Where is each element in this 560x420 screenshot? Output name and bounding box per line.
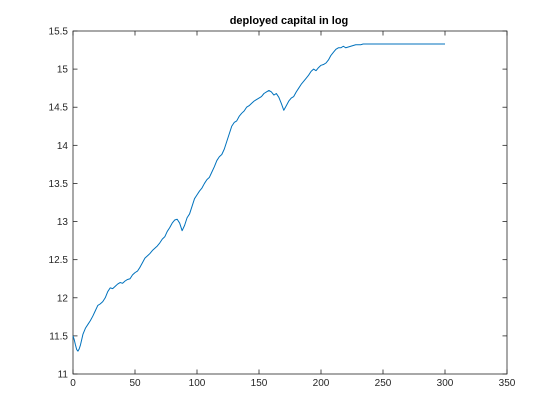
plot-area: 0 50 100 150 200 250 300 350 11 11.5 12 12.5 13 13.5 1…: [49, 27, 516, 390]
x-tick-label: 250: [375, 378, 392, 389]
axes-box: [72, 30, 508, 375]
series-line: [72, 43, 445, 352]
x-tick-label: 350: [499, 378, 516, 389]
x-tick-label: 150: [251, 378, 268, 389]
y-tick-label: 12: [57, 293, 69, 304]
x-tick-label: 50: [129, 378, 141, 389]
y-tick-label: 11.5: [49, 331, 68, 342]
x-tick-label: 0: [70, 378, 76, 389]
x-tick-label: 100: [189, 378, 206, 389]
x-tick-label: 200: [313, 378, 330, 389]
chart-title: deployed capital in log: [230, 15, 349, 27]
y-tick-label: 12.5: [49, 255, 69, 266]
x-tick-label: 300: [437, 378, 454, 389]
y-tick-label: 13.5: [49, 179, 69, 190]
y-tick-label: 15.5: [49, 27, 69, 38]
y-tick-label: 14: [57, 141, 69, 152]
y-tick-label: 14.5: [49, 103, 69, 114]
y-tick-label: 15: [57, 65, 69, 76]
y-tick-label: 11: [58, 370, 69, 381]
y-tick-label: 13: [57, 217, 69, 228]
